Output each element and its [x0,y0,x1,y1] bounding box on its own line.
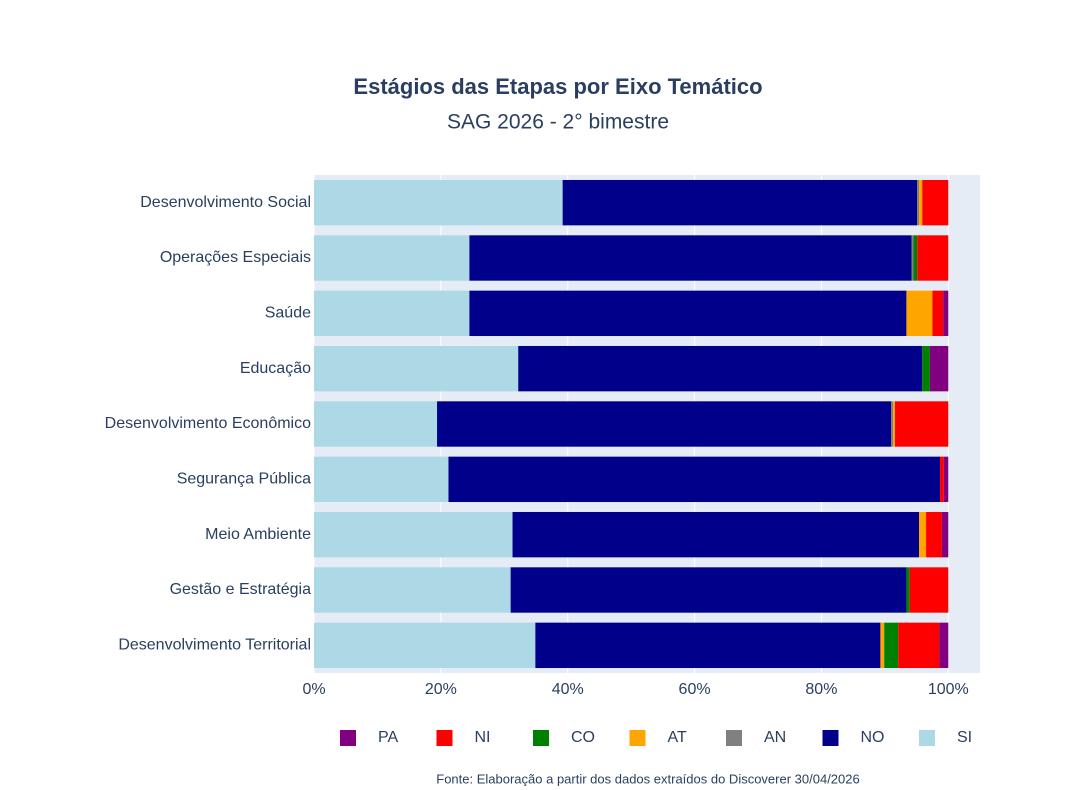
bar-segment [884,622,899,669]
y-tick-label: Gestão e Estratégia [170,581,312,598]
bar-segment [469,235,912,281]
bar-segment [437,401,892,447]
bar-segment [314,401,438,447]
legend-swatch [822,730,839,746]
y-tick-label: Desenvolvimento Territorial [118,637,311,654]
bar-segment [939,622,949,669]
chart-subtitle: SAG 2026 - 2° bimestre [447,111,669,134]
y-tick-label: Segurança Pública [177,471,311,488]
bar-segment [314,345,519,392]
bar-segment [314,235,470,281]
legend-swatch [726,730,742,746]
bar-segment [469,290,907,337]
bar-segment [314,567,511,613]
bar-segment [512,511,920,558]
x-tick-label: 40% [552,681,584,698]
bar-segment [314,179,563,226]
bar-segment [510,567,907,613]
legend-label: NO [861,729,885,746]
bar-segment [535,622,881,669]
bar-segment [943,290,949,337]
bar-segment [562,179,918,226]
bar-segment [906,290,933,337]
bar-segment [943,456,949,503]
bar-segment [917,179,920,226]
bar-segment [314,511,513,558]
legend-swatch [436,730,453,746]
bar-segment [893,401,896,447]
bar-segment [919,179,923,226]
y-tick-label: Desenvolvimento Social [140,194,311,211]
bar-segment [895,401,949,447]
x-tick-label: 0% [302,681,325,698]
legend-swatch [533,730,549,746]
bar-segment [922,179,949,226]
bar-segment [314,622,536,669]
x-tick-label: 100% [928,681,969,698]
bar-segment [891,401,894,447]
source-note: Fonte: Elaboração a partir dos dados ext… [436,771,859,786]
bar-segment [906,567,910,613]
legend-label: CO [571,729,595,746]
bar-segment [898,622,940,669]
legend-label: AN [764,729,786,746]
bar-segment [909,567,949,613]
x-tick-label: 60% [679,681,711,698]
bar-segment [919,511,927,558]
bar-segment [314,290,470,337]
legend-swatch [629,730,646,746]
bar-segment [518,345,923,392]
legend-label: PA [378,729,398,746]
legend-label: SI [957,729,972,746]
y-tick-label: Meio Ambiente [205,526,311,543]
bar-segment [940,456,944,503]
chart-title: Estágios das Etapas por Eixo Temático [353,74,762,99]
bar-segment [926,511,942,558]
y-tick-label: Desenvolvimento Econômico [105,415,311,432]
legend-label: NI [475,729,491,746]
legend-label: AT [668,729,687,746]
bar-segment [932,290,944,337]
bar-segment [448,456,941,503]
x-tick-label: 80% [805,681,837,698]
bar-segment [917,235,949,281]
bar-segment [911,235,914,281]
bar-segment [941,511,949,558]
bar-segment [922,345,930,392]
y-tick-label: Saúde [265,305,311,322]
legend-swatch [919,730,935,746]
legend-swatch [340,730,356,746]
bar-segment [913,235,918,281]
bar-segment [314,456,449,503]
x-tick-label: 20% [425,681,457,698]
bar-segment [880,622,885,669]
bar-segment [929,345,949,392]
y-tick-label: Operações Especiais [160,249,311,266]
y-tick-label: Educação [240,360,311,377]
